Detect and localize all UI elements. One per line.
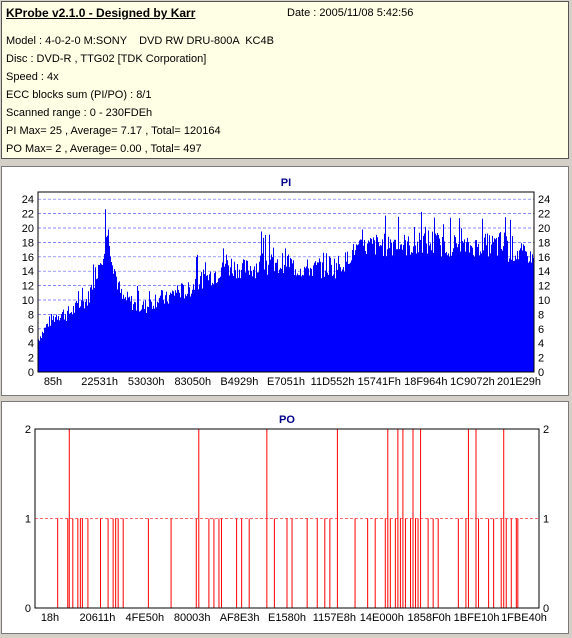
y-tick-label-left: 6: [28, 324, 34, 336]
y-tick-label-left: 4: [28, 338, 34, 350]
y-tick-label-left: 14: [22, 266, 34, 278]
x-tick-label: E7051h: [267, 376, 305, 388]
plot-border: [37, 191, 535, 373]
x-tick-label: E1580h: [268, 612, 306, 624]
po-chart: PO 0 0 1 1 2 2 18h 20611h 4FE50h 80003h AF8E3h E1580…: [25, 414, 549, 624]
x-tick-label: 85h: [44, 376, 62, 388]
y-tick-label-left: 0: [25, 603, 31, 615]
x-tick-label: 1FBE40h: [501, 612, 547, 624]
x-tick-label: 18F964h: [404, 376, 447, 388]
y-tick-label-right: 6: [538, 324, 544, 336]
pi-summary: PI Max= 25 , Average= 7.17 , Total= 1201…: [6, 125, 221, 137]
scanned-range: Scanned range : 0 - 230FDEh: [6, 107, 153, 119]
y-tick-label-left: 10: [22, 295, 34, 307]
x-tick-label: 1157E8h: [313, 612, 356, 624]
x-tick-label: 1BFE10h: [454, 612, 500, 624]
x-tick-label: 15741Fh: [357, 376, 400, 388]
y-tick-label-left: 1: [25, 514, 31, 526]
chart-title: PO: [279, 414, 295, 426]
x-tick-label: 14E000h: [360, 612, 404, 624]
x-tick-label: 53030h: [128, 376, 165, 388]
x-tick-label: 83050h: [174, 376, 211, 388]
y-tick-label-right: 22: [538, 209, 550, 221]
info-panel: KProbe v2.1.0 - Designed by Karr Date : …: [1, 1, 569, 159]
po-chart-panel: PO 0 0 1 1 2 2 18h 20611h 4FE50h 80003h AF8E3h E1580…: [1, 401, 569, 634]
y-tick-label-left: 2: [25, 424, 31, 436]
y-tick-label-right: 20: [538, 223, 550, 235]
y-tick-label-left: 0: [28, 367, 34, 379]
x-tick-label: 1C9072h: [450, 376, 495, 388]
y-tick-label-right: 1: [543, 514, 549, 526]
y-tick-label-left: 8: [28, 309, 34, 321]
x-tick-label: 201E29h: [497, 376, 541, 388]
y-tick-label-left: 22: [22, 209, 34, 221]
y-tick-label-left: 2: [28, 353, 34, 365]
y-tick-label-right: 0: [543, 603, 549, 615]
ecc-blocks: ECC blocks sum (PI/PO) : 8/1: [6, 89, 152, 101]
y-tick-label-left: 24: [22, 194, 34, 206]
drive-model: Model : 4-0-2-0 M:SONY DVD RW DRU-800A K…: [6, 35, 274, 47]
y-tick-label-left: 20: [22, 223, 34, 235]
y-tick-label-right: 16: [538, 252, 550, 264]
y-tick-label-right: 4: [538, 338, 544, 350]
y-tick-label-right: 0: [538, 367, 544, 379]
pi-chart-panel: PI 0 0 2 2 4 4 6 6 8 8 10 10 12 12 14 14 16 16 18 18 20 20 22 22…: [1, 166, 569, 396]
x-tick-label: 11D552h: [311, 376, 355, 388]
y-tick-label-right: 14: [538, 266, 550, 278]
y-tick-label-right: 8: [538, 309, 544, 321]
y-tick-label-left: 18: [22, 237, 34, 249]
y-tick-label-left: 12: [22, 281, 34, 293]
y-tick-label-right: 18: [538, 237, 550, 249]
x-tick-label: 1858F0h: [407, 612, 450, 624]
pi-series: [38, 209, 534, 372]
x-tick-label: 20611h: [79, 612, 115, 624]
x-tick-label: 22531h: [81, 376, 118, 388]
y-tick-label-right: 2: [538, 353, 544, 365]
po-series: [57, 429, 519, 608]
speed: Speed : 4x: [6, 71, 59, 83]
y-tick-label-right: 12: [538, 281, 550, 293]
x-tick-label: 18h: [41, 612, 59, 624]
x-tick-label: 80003h: [174, 612, 211, 624]
x-tick-label: B4929h: [220, 376, 258, 388]
y-tick-label-right: 2: [543, 424, 549, 436]
plot-border: [34, 428, 540, 609]
app-title: KProbe v2.1.0 - Designed by Karr: [6, 6, 196, 20]
y-tick-label-right: 10: [538, 295, 550, 307]
y-tick-label-left: 16: [22, 252, 34, 264]
chart-title: PI: [281, 177, 291, 189]
disc-type: Disc : DVD-R , TTG02 [TDK Corporation]: [6, 53, 207, 65]
x-tick-label: 4FE50h: [126, 612, 165, 624]
y-tick-label-right: 24: [538, 194, 550, 206]
x-tick-label: AF8E3h: [220, 612, 260, 624]
scan-date: Date : 2005/11/08 5:42:56: [287, 7, 414, 19]
po-summary: PO Max= 2 , Average= 0.00 , Total= 497: [6, 143, 202, 155]
